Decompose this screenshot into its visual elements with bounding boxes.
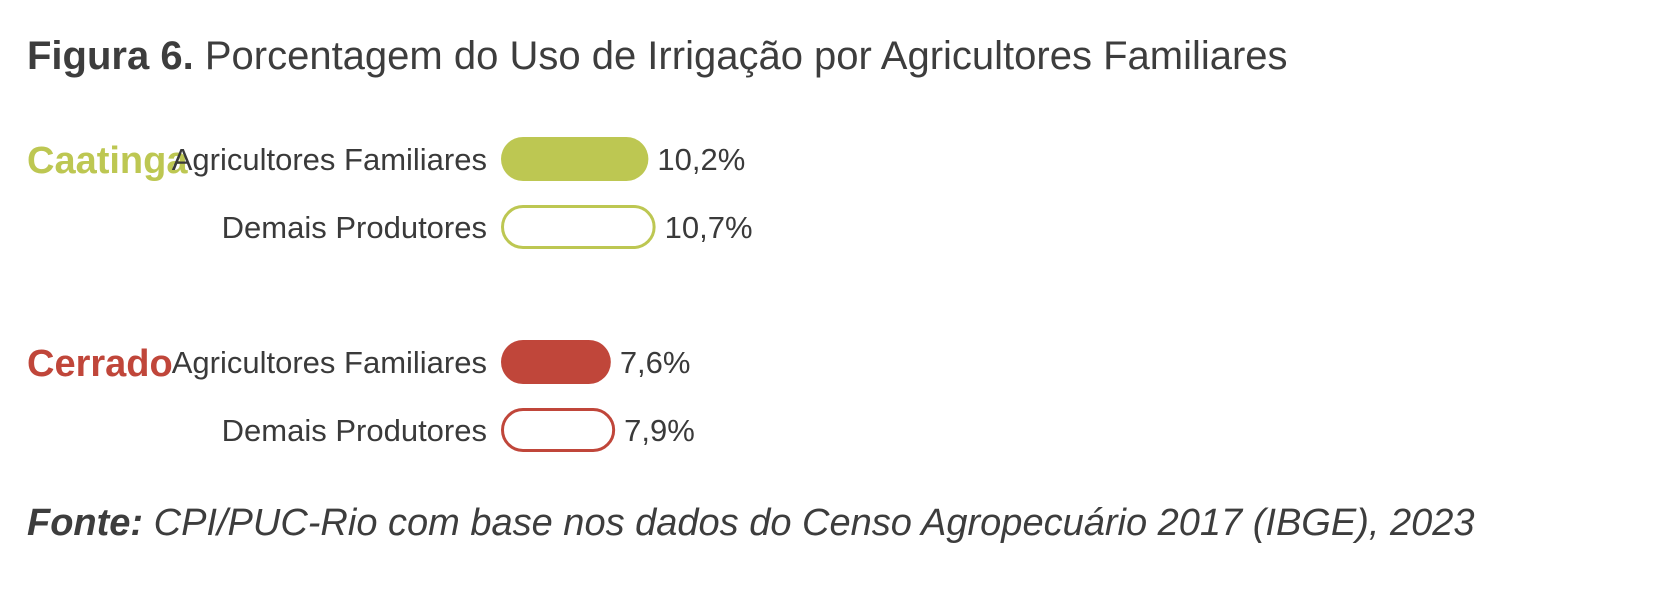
source-prefix: Fonte:: [27, 502, 144, 544]
group-label-caatinga: Caatinga: [27, 140, 188, 182]
source-text: CPI/PUC-Rio com base nos dados do Censo …: [153, 502, 1475, 544]
data-label: 10,7%: [665, 210, 753, 245]
data-label: 7,9%: [624, 413, 695, 448]
category-label: Demais Produtores: [222, 210, 487, 245]
figure-title: Porcentagem do Uso de Irrigação por Agri…: [204, 34, 1288, 78]
data-label: 10,2%: [657, 142, 745, 177]
bar-outline: [501, 205, 656, 249]
bar-outline: [501, 408, 616, 452]
bar-filled: [501, 137, 649, 181]
category-label: Agricultores Familiares: [172, 345, 487, 380]
figure-number: Figura 6.: [27, 34, 194, 78]
data-label: 7,6%: [620, 345, 691, 380]
source-note: Fonte: CPI/PUC-Rio com base nos dados do…: [27, 498, 1475, 548]
category-label: Demais Produtores: [222, 413, 487, 448]
group-label-cerrado: Cerrado: [27, 343, 173, 385]
chart-title: Figura 6. Porcentagem do Uso de Irrigaçã…: [27, 30, 1288, 82]
bar-filled: [501, 340, 611, 384]
category-label: Agricultores Familiares: [172, 142, 487, 177]
